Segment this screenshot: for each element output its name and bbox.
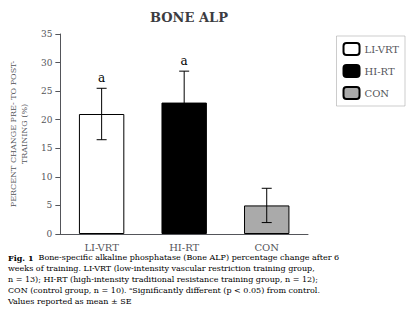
svg-text:TRAINING (%): TRAINING (%) <box>20 104 29 164</box>
svg-text:Fig. 1: Fig. 1 <box>8 253 33 263</box>
svg-text:CON: CON <box>254 242 279 253</box>
svg-text:25: 25 <box>41 86 53 96</box>
svg-text:HI-RT: HI-RT <box>365 66 395 77</box>
svg-text:CON: CON <box>365 88 390 99</box>
svg-text:30: 30 <box>41 58 53 68</box>
svg-text:weeks of training. LI-VRT (low: weeks of training. LI-VRT (low-intensity… <box>8 264 317 273</box>
svg-text:n = 13); HI-RT (high-intensity: n = 13); HI-RT (high-intensity tradition… <box>8 275 320 284</box>
svg-text:0: 0 <box>47 229 53 239</box>
svg-text:15: 15 <box>41 143 53 153</box>
svg-text:35: 35 <box>41 29 53 39</box>
svg-text:a: a <box>98 71 105 85</box>
svg-text:Values reported as mean ± SE: Values reported as mean ± SE <box>7 297 132 306</box>
svg-text:CON (control group, n = 10). ᵃ: CON (control group, n = 10). ᵃSignifican… <box>8 286 322 295</box>
svg-text:Bone-specific alkaline phospha: Bone-specific alkaline phosphatase (Bone… <box>33 253 341 262</box>
svg-text:a: a <box>181 54 188 68</box>
svg-text:20: 20 <box>41 115 53 125</box>
svg-text:HI-RT: HI-RT <box>169 242 199 253</box>
svg-text:5: 5 <box>47 200 53 210</box>
svg-text:LI-VRT: LI-VRT <box>84 242 119 253</box>
svg-text:BONE ALP: BONE ALP <box>150 10 228 25</box>
svg-text:LI-VRT: LI-VRT <box>365 44 400 55</box>
svg-text:10: 10 <box>41 172 53 182</box>
svg-text:PERCENT CHANGE PRE- TO POST-: PERCENT CHANGE PRE- TO POST- <box>9 61 18 208</box>
